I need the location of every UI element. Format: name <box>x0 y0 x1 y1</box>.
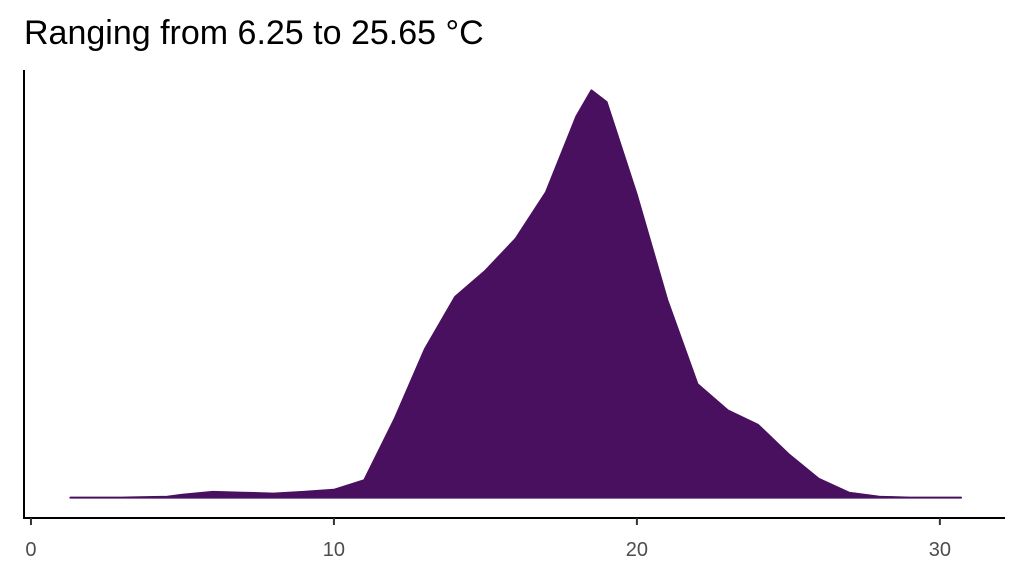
x-tick-label: 10 <box>323 539 345 561</box>
density-area <box>69 89 963 499</box>
x-tick-label: 20 <box>626 539 648 561</box>
x-tick-label: 0 <box>25 539 36 561</box>
chart-title: Ranging from 6.25 to 25.65 °C <box>24 14 484 52</box>
x-tick-label: 30 <box>929 539 951 561</box>
